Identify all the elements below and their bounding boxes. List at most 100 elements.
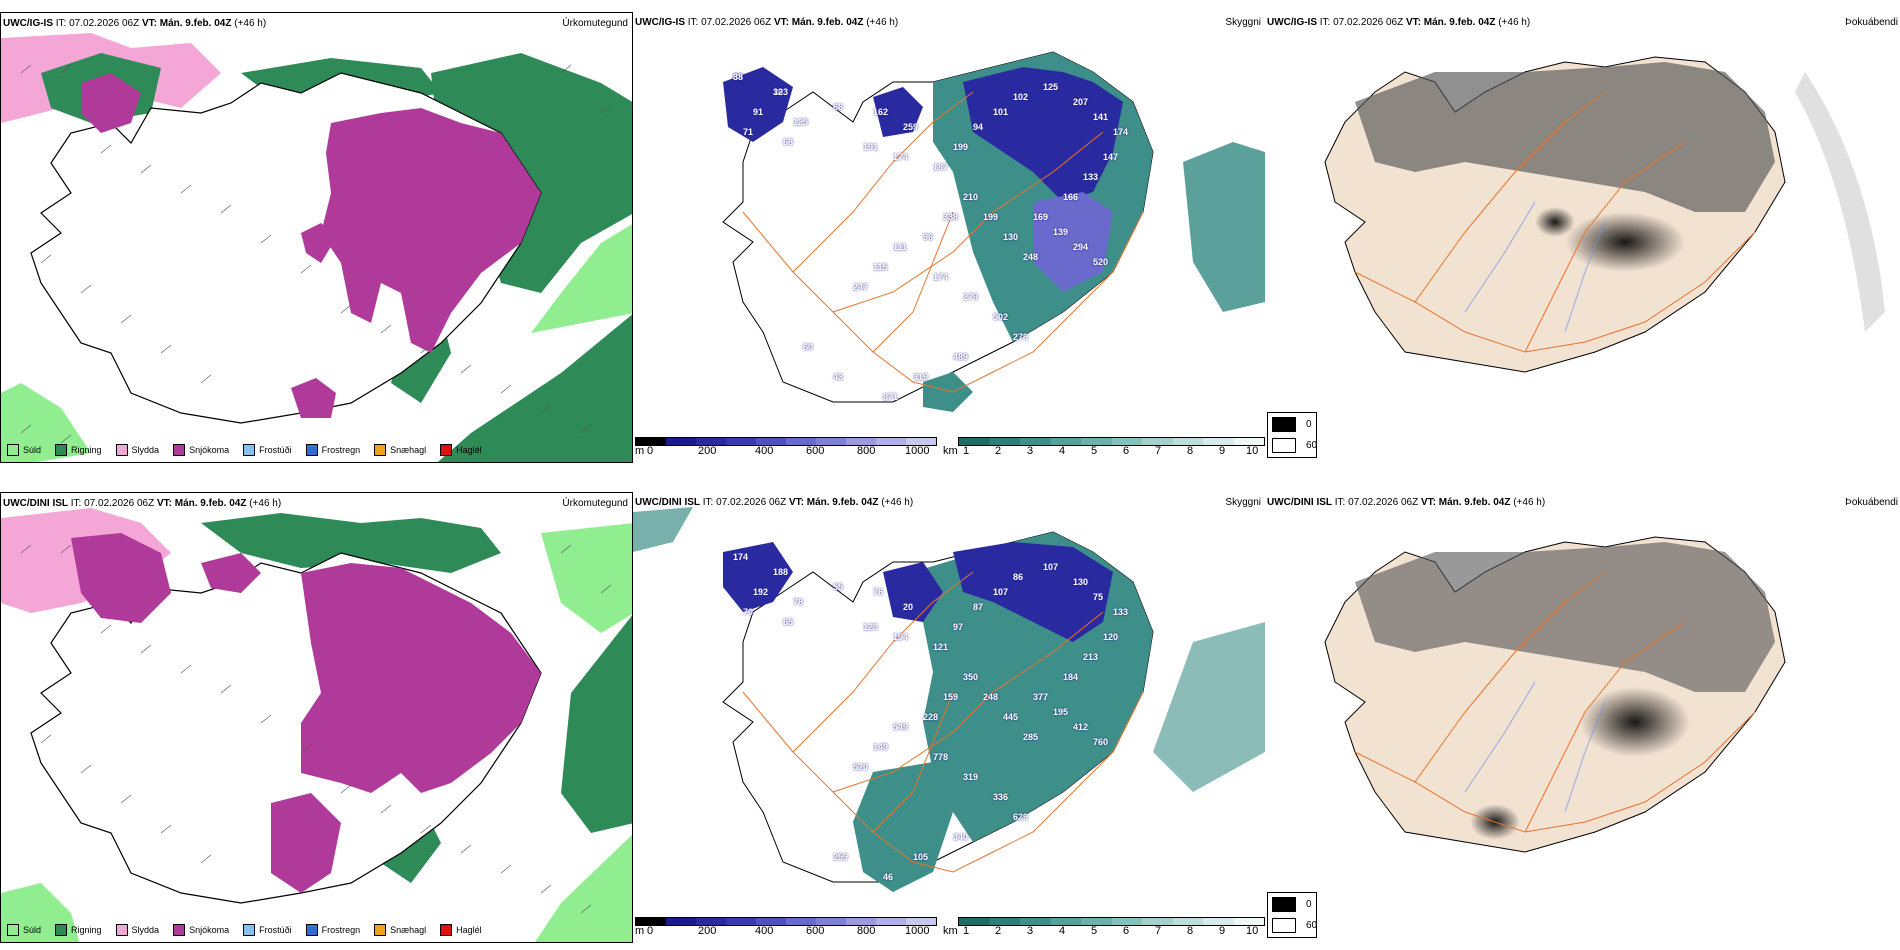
cloudbase-label: 194	[893, 632, 909, 642]
visibility-area	[923, 372, 973, 412]
legend-swatch	[305, 444, 318, 456]
cloud-map-bottom	[633, 507, 1265, 892]
colorbar-tick: 400	[755, 925, 774, 937]
colorbar-segment	[1081, 918, 1112, 925]
rain-area	[431, 53, 632, 293]
colorbar-tick: 600	[806, 925, 825, 937]
cloudbase-label: 105	[913, 852, 929, 862]
legend-label: Snæhagl	[390, 925, 427, 935]
visibility-area	[633, 507, 693, 552]
cloudbase-label: 319	[963, 772, 979, 782]
colorbar-segment	[1050, 438, 1081, 445]
it-label: IT:	[55, 18, 67, 29]
legend-item: Rigning	[55, 444, 102, 456]
cloudbase-label: 97	[953, 622, 964, 632]
precip-map-bottom	[1, 493, 632, 942]
cloudbase-label: 96	[923, 232, 934, 242]
fog-area	[1355, 62, 1775, 212]
lead-time: (+46 h)	[1498, 17, 1531, 28]
cloudbase-label: 412	[1073, 722, 1089, 732]
colorbar-segment	[726, 918, 756, 925]
cloudbase-label: 159	[943, 692, 959, 702]
rain-area	[531, 224, 632, 333]
cloudbase-label: 445	[1003, 712, 1019, 722]
legend-label: Slydda	[131, 445, 160, 455]
it-label: IT:	[702, 497, 714, 508]
legend-swatch	[374, 924, 387, 936]
colorbar-segment	[786, 438, 816, 445]
rain-area	[1, 383, 91, 462]
colorbar-segment	[1142, 918, 1173, 925]
cloudbase-area	[1033, 192, 1113, 292]
legend-swatch	[173, 924, 186, 936]
cloudbase-label: 294	[1073, 242, 1089, 252]
cloudbase-label: 149	[873, 742, 889, 752]
cloudbase-label: 192	[753, 587, 769, 597]
fog-legend-row: 60	[1272, 438, 1317, 453]
legend-swatch	[115, 924, 128, 936]
cloudbase-label: 549	[893, 722, 909, 732]
cloudbase-label: 520	[853, 762, 869, 772]
panel-title: Skyggni	[1225, 17, 1261, 28]
colorbar-segment	[1111, 438, 1142, 445]
colorbar-tick: 1000	[905, 925, 930, 937]
vt-label: VT:	[156, 498, 172, 509]
vt-value: Mán. 9.feb. 04Z	[791, 17, 864, 28]
cloudbase-label: 78	[793, 597, 804, 607]
legend-swatch	[55, 444, 68, 456]
colorbar-tick: 600	[806, 445, 825, 457]
cloudbase-label: 65	[783, 617, 794, 627]
cloudbase-label: 123	[863, 622, 879, 632]
cloudbase-label: 121	[933, 642, 949, 652]
colorbar-segment	[1081, 438, 1112, 445]
cloudbase-label: 68	[833, 102, 844, 112]
snow-area	[301, 223, 336, 263]
legend-label: Súld	[23, 445, 42, 455]
colorbar-strip	[958, 437, 1265, 446]
cloudbase-label: 210	[963, 192, 979, 202]
rivers	[1464, 201, 1606, 333]
colorbar-tick: 8	[1187, 445, 1194, 457]
fog-legend: 0 60	[1267, 412, 1317, 458]
colorbar-tick: 0	[647, 925, 654, 937]
snow-area	[301, 563, 541, 793]
cloudbase-label: 120	[1103, 632, 1119, 642]
cloudbase-label: 195	[1053, 707, 1069, 717]
colorbar-strip	[635, 437, 937, 446]
cloudbase-label: 228	[923, 712, 939, 722]
fog-swatch-dark	[1272, 417, 1296, 432]
colorbar-segment	[696, 918, 726, 925]
colorbar-segment	[1172, 438, 1203, 445]
cloudbase-label: 279	[1013, 332, 1029, 342]
fog-map-top	[1324, 56, 1885, 373]
cloudbase-label: 125	[793, 117, 809, 127]
legend-item: Snæhagl	[374, 444, 426, 456]
legend-item: Snæhagl	[374, 924, 426, 936]
cloudbase-label: 184	[1063, 672, 1079, 682]
colorbar-segment	[1111, 918, 1142, 925]
fog-legend: 0 60	[1267, 892, 1317, 938]
colorbar-tick: 200	[698, 445, 717, 457]
fog-area	[1565, 212, 1685, 272]
it-value: 07.02.2026 06Z	[716, 497, 787, 508]
legend-swatch	[243, 444, 256, 456]
colorbar-segment	[1233, 918, 1264, 925]
colorbar-segment	[666, 438, 696, 445]
vt-label: VT:	[1405, 17, 1421, 28]
legend-label: Súld	[23, 925, 42, 935]
fog-area	[1535, 207, 1575, 237]
legend-label: Haglél	[456, 445, 482, 455]
cloudbase-area	[963, 67, 1123, 202]
fog-swatch-light	[1272, 918, 1296, 933]
legend-label: Haglél	[456, 925, 482, 935]
colorbar-segment	[816, 438, 846, 445]
cloudbase-label: 247	[853, 282, 869, 292]
legend-swatch	[7, 444, 19, 456]
cloudbase-label: 83	[733, 72, 744, 82]
colorbar-segment	[876, 918, 906, 925]
snow-area	[291, 378, 336, 418]
cloudbase-label: 86	[1013, 572, 1024, 582]
snow-area	[321, 108, 541, 353]
cloudbase-label: 139	[1053, 227, 1069, 237]
wind-barbs	[20, 544, 612, 914]
